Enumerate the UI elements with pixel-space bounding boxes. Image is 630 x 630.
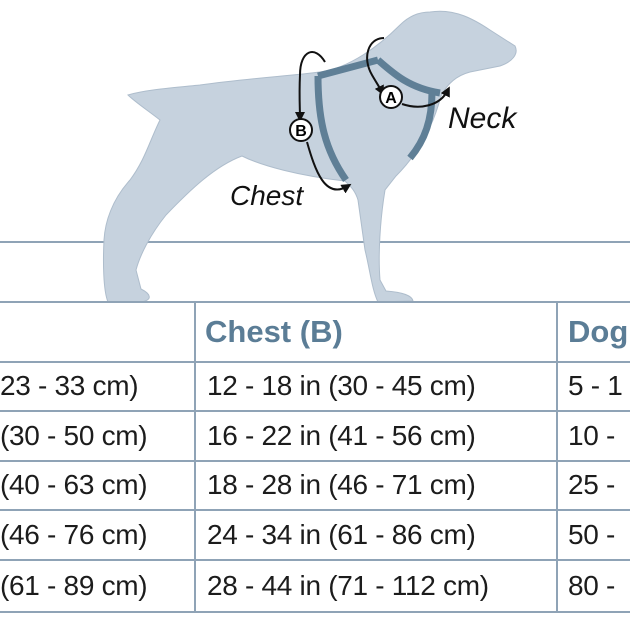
cell-chest: 18 - 28 in (46 - 71 cm) — [207, 469, 476, 500]
cell-neck: (61 - 89 cm) — [0, 570, 148, 601]
cell-weight: 50 - — [568, 519, 616, 550]
chest-label: Chest — [230, 180, 304, 211]
cell-neck: (40 - 63 cm) — [0, 469, 148, 500]
cell-neck: 23 - 33 cm) — [0, 370, 139, 401]
dog-silhouette — [103, 10, 517, 303]
cell-chest: 24 - 34 in (61 - 86 cm) — [207, 519, 476, 550]
cell-chest: 28 - 44 in (71 - 112 cm) — [207, 570, 489, 601]
svg-text:A: A — [385, 90, 397, 107]
top-rule — [0, 241, 630, 243]
cell-neck: (46 - 76 cm) — [0, 519, 148, 550]
svg-text:B: B — [295, 123, 307, 140]
marker-a: A — [379, 85, 403, 109]
cell-chest: 12 - 18 in (30 - 45 cm) — [207, 370, 476, 401]
header-col-1 — [0, 302, 194, 361]
marker-b: B — [289, 118, 313, 142]
cell-weight: 10 - — [568, 420, 616, 451]
dog-illustration: A B Neck Chest — [103, 10, 518, 303]
cell-chest: 16 - 22 in (41 - 56 cm) — [207, 420, 476, 451]
header-chest: Chest (B) — [205, 313, 343, 349]
measure-arrows — [294, 37, 450, 194]
cell-weight: 80 - — [568, 570, 616, 601]
cell-weight: 5 - 1 — [568, 370, 623, 401]
cell-weight: 25 - — [568, 469, 616, 500]
neck-label: Neck — [448, 102, 518, 135]
cell-neck: (30 - 50 cm) — [0, 420, 148, 451]
header-dog: Dog — [568, 313, 629, 349]
